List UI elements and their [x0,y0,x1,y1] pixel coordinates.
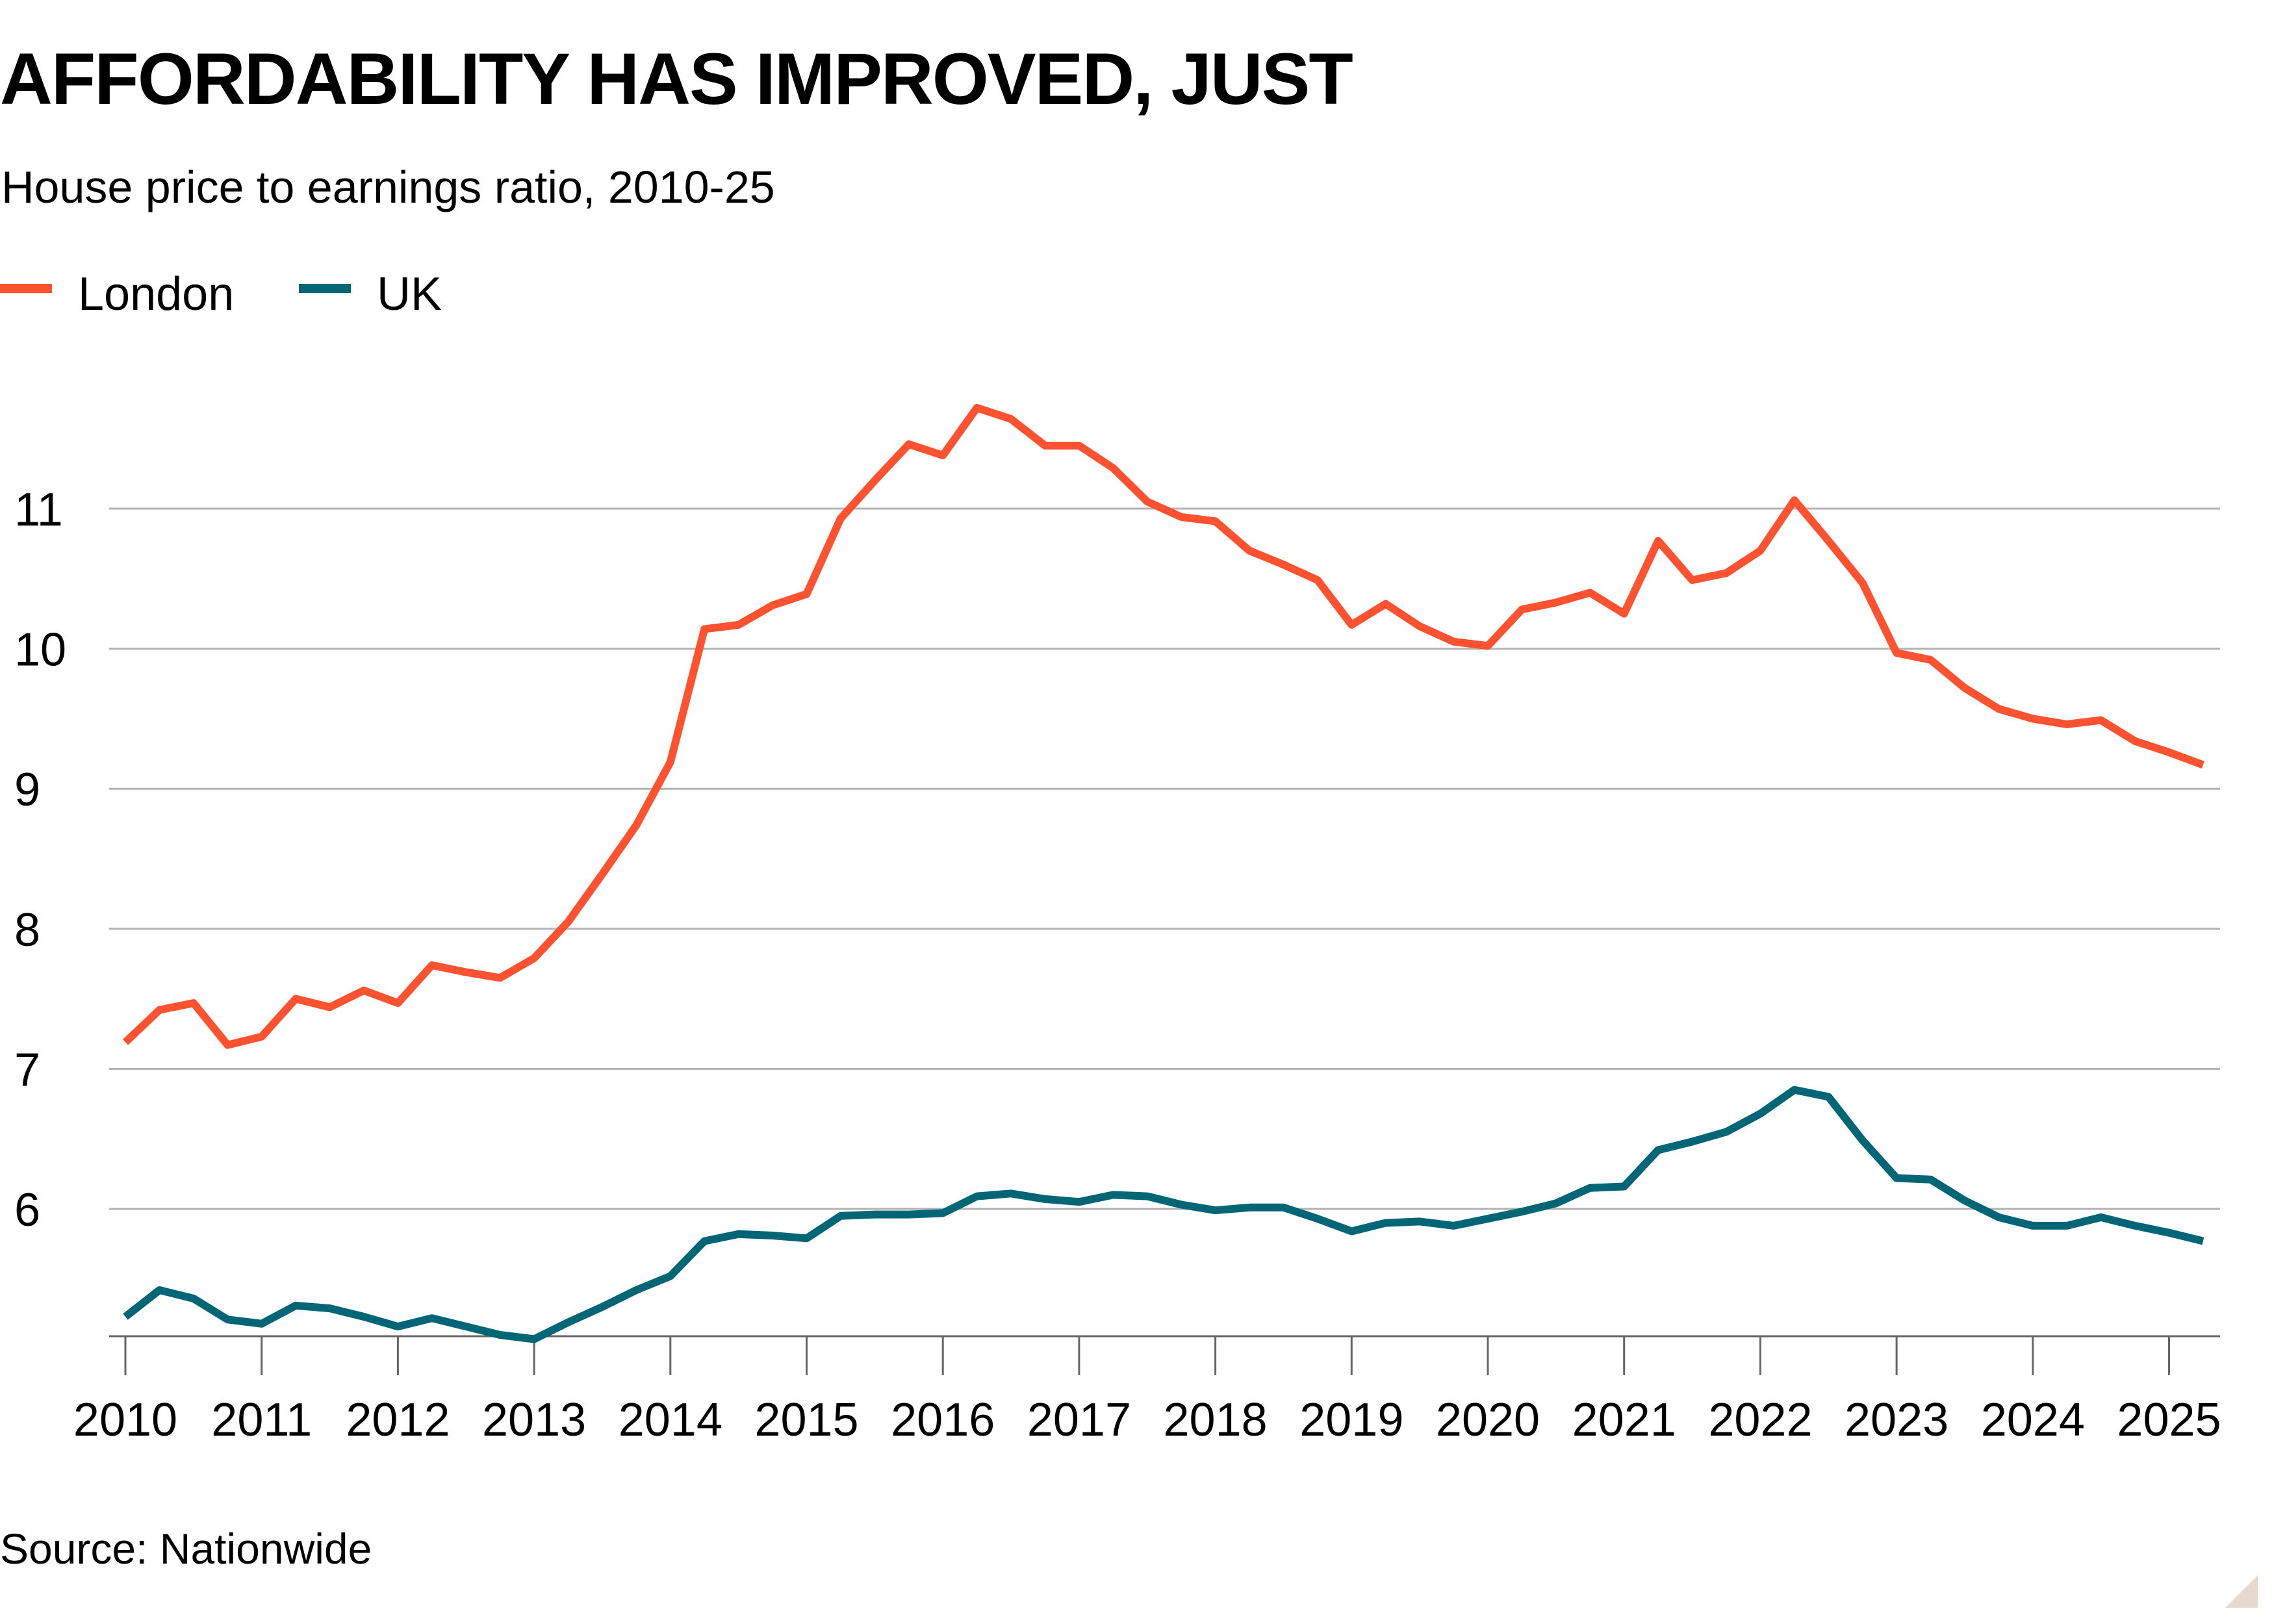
source-note: Source: Nationwide [0,1525,372,1573]
series-line-london [122,403,2204,1049]
legend-swatch-uk [299,284,351,293]
x-tick-label: 2024 [1981,1394,2085,1446]
x-tick-label: 2020 [1436,1394,1540,1446]
series-line-uk [123,1085,2204,1343]
x-tick-label: 2021 [1572,1394,1676,1446]
legend-label-london: London [78,268,234,320]
x-tick-label: 2017 [1027,1394,1131,1446]
y-tick-label: 10 [14,624,66,676]
legend: London UK [0,268,442,320]
x-tick-label: 2014 [619,1394,722,1446]
x-tick-label: 2022 [1708,1394,1812,1446]
y-tick-label: 8 [14,904,40,956]
y-tick-label: 7 [14,1044,40,1096]
x-tick-label: 2010 [73,1394,177,1446]
gridlines [109,507,2220,1210]
corner-mark [2225,1575,2258,1608]
x-tick-label: 2013 [482,1394,586,1446]
legend-label-uk: UK [377,268,442,320]
chart-title: AFFORDABILITY HAS IMPROVED, JUST [0,38,1353,120]
x-tick-label: 2016 [891,1394,995,1446]
x-tick-label: 2025 [2117,1394,2221,1446]
x-tick-label: 2015 [754,1394,858,1446]
legend-swatch-london [0,284,52,293]
y-axis: 6 7 8 9 10 11 [14,484,66,1236]
series-lines [122,403,2204,1343]
x-tick-label: 2011 [211,1394,312,1446]
chart-subtitle: House price to earnings ratio, 2010-25 [1,162,775,212]
x-tick-label: 2023 [1845,1394,1948,1446]
x-axis: 2010 2011 2012 2013 2014 2015 2016 2017 2018 2019… [73,1335,2221,1446]
y-tick-label: 11 [14,484,63,536]
x-tick-label: 2012 [346,1394,450,1446]
x-tick-label: 2019 [1299,1394,1403,1446]
y-tick-label: 6 [14,1184,40,1236]
y-tick-label: 9 [14,764,40,816]
x-tick-label: 2018 [1164,1394,1268,1446]
